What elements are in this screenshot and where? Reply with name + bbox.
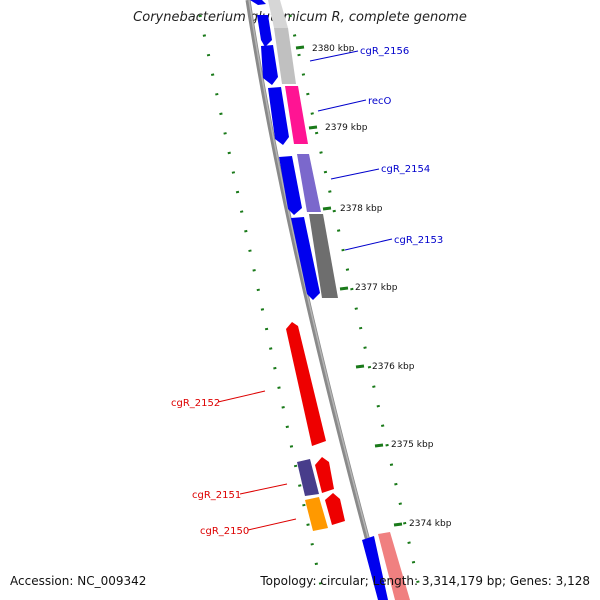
cds-lower — [362, 536, 388, 600]
leader-line — [317, 99, 367, 112]
gene-labels: cgR_2156 recO cgR_2154 cgR_2153 cgR_2152… — [171, 46, 443, 537]
kbp-label: 2377 kbp — [355, 283, 398, 293]
kbp-tick-mark — [393, 522, 403, 527]
cog-block-cgR_2154 — [297, 154, 321, 212]
cds-cgR_2150-orange — [305, 497, 328, 531]
kbp-tick-mark — [322, 206, 332, 211]
cds-recO — [268, 87, 289, 145]
genome-backbone — [245, 0, 387, 600]
cog-track — [268, 0, 410, 600]
cds-cgR_2157 — [250, 0, 266, 5]
cds-cgR_2150 — [325, 493, 345, 525]
leader-line — [344, 238, 393, 251]
genome-backbone-highlight — [248, 0, 386, 600]
dotted-track-left — [198, 14, 326, 600]
cds-cgR_2151-purple — [297, 459, 319, 496]
cds-cgR_2156 — [261, 45, 278, 85]
map-title: Corynebacterium glutamicum R, complete g… — [133, 10, 467, 25]
topology-text: Topology: circular; Length: 3,314,179 bp… — [260, 574, 590, 588]
cog-block-recO — [285, 86, 308, 144]
cog-block-cgR_2153 — [309, 214, 338, 298]
cds-cgR_2154 — [279, 156, 302, 215]
kbp-tick-mark — [374, 443, 384, 448]
kbp-tick-mark — [339, 286, 349, 291]
kbp-label: 2376 kbp — [372, 362, 415, 372]
kbp-label: 2375 kbp — [391, 440, 434, 450]
kbp-ticks: 2380 kbp 2379 kbp 2378 kbp 2377 kbp 2376… — [295, 44, 452, 529]
leader-line — [309, 50, 359, 62]
kbp-label: 2374 kbp — [409, 519, 452, 529]
kbp-tick-mark — [355, 364, 365, 369]
cds-cgR_2156-upper — [257, 15, 272, 47]
gene-label-cgR_2152: cgR_2152 — [171, 398, 220, 409]
kbp-label: 2380 kbp — [312, 44, 355, 54]
leader-line — [217, 390, 266, 403]
cds-cgR_2152 — [286, 322, 326, 446]
forward-cds-track — [250, 0, 388, 600]
gene-label-cgR_2150: cgR_2150 — [200, 526, 249, 537]
gene-label-cgR_2151: cgR_2151 — [192, 490, 241, 501]
cds-cgR_2151 — [315, 457, 334, 493]
cog-block-cgR_2156-top — [268, 0, 288, 28]
cog-block-bottom — [378, 532, 410, 600]
kbp-label: 2379 kbp — [325, 123, 368, 133]
gene-label-cgR_2156: cgR_2156 — [360, 46, 409, 57]
leader-line — [247, 518, 297, 531]
kbp-label: 2378 kbp — [340, 204, 383, 214]
kbp-tick-mark — [308, 125, 318, 130]
cds-cgR_2153 — [291, 217, 320, 300]
gene-label-cgR_2153: cgR_2153 — [394, 235, 443, 246]
leader-line — [330, 168, 380, 180]
gene-label-recO: recO — [368, 96, 392, 107]
reverse-cds-track — [286, 322, 345, 531]
accession-text: Accession: NC_009342 — [10, 574, 147, 588]
leader-line — [239, 483, 288, 495]
cog-block-cgR_2156 — [274, 28, 296, 84]
gene-label-cgR_2154: cgR_2154 — [381, 164, 430, 175]
kbp-tick-mark — [295, 45, 305, 50]
